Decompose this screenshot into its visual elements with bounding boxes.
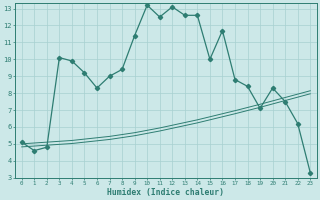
X-axis label: Humidex (Indice chaleur): Humidex (Indice chaleur) [108,188,225,197]
